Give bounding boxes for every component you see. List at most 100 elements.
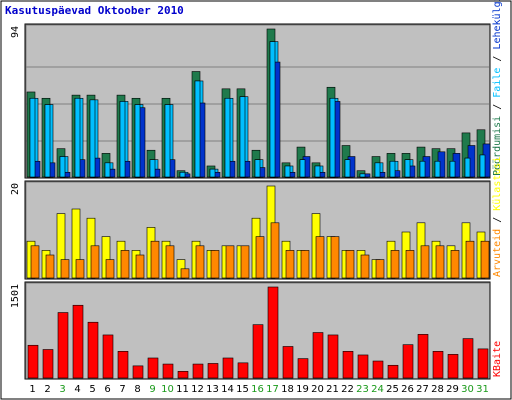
sites-bar <box>90 245 100 279</box>
sites-bar <box>45 254 55 279</box>
x-tick-label: 3 <box>59 384 65 395</box>
kbytes-bar <box>327 334 339 379</box>
x-tick-label: 31 <box>476 384 489 395</box>
kbytes-bar <box>282 346 294 379</box>
sites-bar <box>480 240 490 279</box>
files-bar <box>89 99 96 178</box>
sites-bar <box>240 245 250 279</box>
x-tick-label: 6 <box>104 384 110 395</box>
sites-bar <box>435 245 445 279</box>
sites-bar <box>120 250 130 279</box>
sites-bar <box>420 245 430 279</box>
bottom-series-labels: KBaite <box>492 341 503 377</box>
kbytes-bar <box>372 360 384 379</box>
sites-bar <box>195 245 205 279</box>
kbytes-bar <box>57 312 69 379</box>
kbytes-bar <box>27 344 39 379</box>
files-bar <box>119 101 126 178</box>
x-tick-label: 12 <box>191 384 204 395</box>
kbytes-bar <box>447 354 459 379</box>
files-bar <box>74 97 81 178</box>
x-tick-label: 23 <box>356 384 369 395</box>
sites-bar <box>450 250 460 279</box>
sites-bar <box>330 236 340 279</box>
x-tick-label: 18 <box>281 384 294 395</box>
kbytes-bar <box>162 363 174 379</box>
x-tick-label: 25 <box>386 384 399 395</box>
x-tick-label: 29 <box>446 384 459 395</box>
x-tick-label: 24 <box>371 384 384 395</box>
kbytes-bar <box>387 364 399 379</box>
kbytes-bar <box>87 321 99 379</box>
top-series-label: Lehekülgi <box>492 0 503 50</box>
x-tick-label: 21 <box>326 384 339 395</box>
files-bar <box>134 104 141 178</box>
files-bar <box>209 168 216 178</box>
kbytes-bar <box>117 351 129 379</box>
files-bar <box>449 160 456 178</box>
x-tick-label: 28 <box>431 384 444 395</box>
x-tick-label: 1 <box>29 384 35 395</box>
kbytes-bar <box>402 344 414 379</box>
x-tick-label: 7 <box>119 384 125 395</box>
x-tick-label: 16 <box>251 384 264 395</box>
sites-bar <box>360 254 370 279</box>
middle-series-labels: Arvuteid / Külastusi <box>492 157 503 277</box>
sites-bar <box>105 259 115 279</box>
sites-bar <box>150 240 160 279</box>
middle-ymax-label: 20 <box>10 183 21 195</box>
files-bar <box>164 104 171 178</box>
kbytes-bar <box>132 365 144 379</box>
bottom-ymax-label: 1501 <box>10 284 21 308</box>
sites-bar <box>165 245 175 279</box>
files-bar <box>179 171 186 178</box>
kbytes-bar <box>207 363 219 379</box>
files-bar <box>344 159 351 178</box>
kbytes-bar <box>237 362 249 379</box>
sites-bar <box>75 259 85 279</box>
sites-bar <box>300 250 310 279</box>
kbytes-bar <box>42 349 54 379</box>
sites-bar <box>315 236 325 279</box>
kbytes-bar <box>222 357 234 379</box>
sites-bar <box>465 240 475 279</box>
x-tick-label: 2 <box>44 384 50 395</box>
files-bar <box>104 162 111 178</box>
files-bar <box>314 165 321 178</box>
kbytes-bar <box>147 357 159 379</box>
kbytes-bar <box>462 338 474 379</box>
files-bar <box>479 154 486 178</box>
x-tick-label: 9 <box>149 384 155 395</box>
top-series-label: Faile <box>492 68 503 98</box>
kbytes-bar <box>297 358 309 379</box>
files-bar <box>419 160 426 178</box>
x-tick-label: 10 <box>161 384 174 395</box>
sites-bar <box>135 254 145 279</box>
files-bar <box>149 159 156 178</box>
files-bar <box>194 80 201 178</box>
x-tick-label: 11 <box>176 384 189 395</box>
x-tick-label: 5 <box>89 384 95 395</box>
x-tick-label: 15 <box>236 384 249 395</box>
sites-bar <box>270 222 280 279</box>
files-bar <box>434 160 441 178</box>
x-tick-label: 20 <box>311 384 324 395</box>
sites-bar <box>345 250 355 279</box>
files-bar <box>44 104 51 178</box>
files-bar <box>374 162 381 178</box>
x-tick-label: 30 <box>461 384 474 395</box>
files-bar <box>359 173 366 178</box>
kbytes-bar <box>432 351 444 379</box>
files-bar <box>329 97 336 178</box>
middle-series-label: Külastusi <box>492 157 503 211</box>
kbytes-bar <box>102 334 114 379</box>
kbytes-bar <box>312 332 324 379</box>
files-bar <box>299 159 306 178</box>
x-tick-label: 26 <box>401 384 414 395</box>
files-bar <box>29 97 36 178</box>
kbytes-bar <box>357 354 369 379</box>
x-tick-label: 19 <box>296 384 309 395</box>
